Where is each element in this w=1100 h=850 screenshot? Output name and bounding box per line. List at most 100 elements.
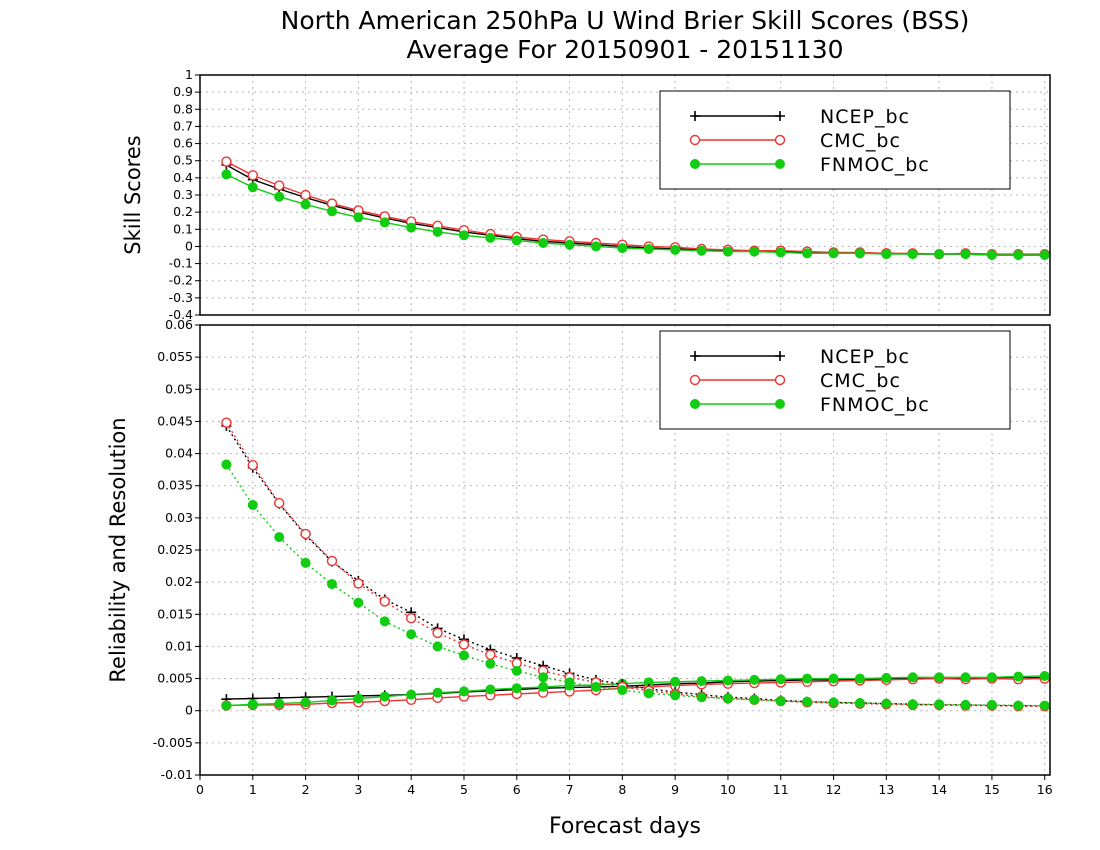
data-point xyxy=(670,244,681,255)
data-point xyxy=(749,674,760,685)
x-tick-label: 5 xyxy=(460,782,468,797)
data-point xyxy=(221,459,232,470)
data-point xyxy=(406,629,417,640)
data-point xyxy=(590,681,601,692)
chart-title-line1: North American 250hPa U Wind Brier Skill… xyxy=(281,6,970,35)
data-point xyxy=(353,578,364,589)
legend-marker xyxy=(690,351,700,361)
data-point xyxy=(986,250,997,260)
data-point xyxy=(326,555,338,567)
data-point xyxy=(590,241,601,252)
y-tick-label: -0.005 xyxy=(153,735,193,750)
plot-frame xyxy=(199,74,1051,316)
data-point xyxy=(274,191,285,202)
data-point xyxy=(538,681,549,692)
data-point xyxy=(854,698,865,708)
data-point xyxy=(485,649,496,660)
data-point xyxy=(749,246,760,257)
data-point xyxy=(643,688,654,699)
x-axis-label: Forecast days xyxy=(549,814,701,839)
data-point xyxy=(1013,700,1024,711)
data-point xyxy=(802,673,813,684)
x-tick-label: 1 xyxy=(249,782,257,797)
y-tick-label: 0.045 xyxy=(157,413,193,428)
legend-entry-CMC_bc: CMC_bc xyxy=(689,370,900,392)
data-point xyxy=(273,497,285,509)
data-point xyxy=(775,674,786,685)
x-tick-label: 3 xyxy=(354,782,362,797)
x-tick-label: 7 xyxy=(566,782,574,797)
data-point xyxy=(405,612,417,624)
data-point xyxy=(458,650,469,661)
data-point xyxy=(854,248,865,259)
data-point xyxy=(828,248,839,259)
y-tick-label: 0.3 xyxy=(173,187,193,202)
data-point xyxy=(986,672,997,683)
legend-marker xyxy=(775,351,785,361)
data-point xyxy=(458,686,469,697)
y-tick-label: 0.015 xyxy=(157,606,193,621)
data-point xyxy=(696,692,707,703)
legend-entry-FNMOC_bc: FNMOC_bc xyxy=(690,394,930,416)
x-tick-label: 11 xyxy=(773,782,789,797)
data-point xyxy=(406,689,417,700)
legend-marker xyxy=(690,399,700,409)
data-point xyxy=(432,641,443,652)
data-point xyxy=(538,238,549,248)
data-point xyxy=(749,694,760,705)
data-point xyxy=(326,579,337,590)
y-tick-label: 1 xyxy=(185,67,193,82)
y-tick-label: -0.2 xyxy=(169,273,193,288)
legend-entry-NCEP_bc: NCEP_bc xyxy=(690,346,909,368)
data-point xyxy=(274,532,285,543)
data-point xyxy=(1039,671,1050,681)
data-point xyxy=(221,169,232,180)
legend-label: FNMOC_bc xyxy=(820,394,930,416)
legend-label: FNMOC_bc xyxy=(820,154,930,176)
data-point xyxy=(828,697,839,708)
x-tick-label: 15 xyxy=(984,782,1000,797)
x-tick-label: 14 xyxy=(931,782,947,797)
legend-marker xyxy=(774,374,786,386)
data-point xyxy=(326,206,337,217)
series-FNMOC_bc-dotted xyxy=(221,459,1050,711)
data-point xyxy=(432,226,443,237)
y-axis-label: Reliability and Resolution xyxy=(106,417,130,682)
legend-marker xyxy=(689,134,701,146)
chart-title-line2: Average For 20150901 - 20151130 xyxy=(406,35,843,64)
legend-entry-CMC_bc: CMC_bc xyxy=(689,130,900,152)
y-tick-label: 0 xyxy=(185,703,193,718)
data-point xyxy=(960,249,971,260)
legend-marker xyxy=(689,374,701,386)
legend-label: NCEP_bc xyxy=(820,106,910,128)
data-point xyxy=(485,232,496,243)
y-axis-label: Skill Scores xyxy=(121,135,145,254)
data-point xyxy=(907,249,918,260)
data-point xyxy=(775,247,786,258)
x-tick-label: 4 xyxy=(407,782,415,797)
data-point xyxy=(907,699,918,710)
x-tick-label: 16 xyxy=(1037,782,1053,797)
data-point xyxy=(617,685,628,696)
data-point xyxy=(986,699,997,710)
y-tick-label: -0.3 xyxy=(169,290,193,305)
data-point xyxy=(511,665,522,676)
y-tick-label: 0.6 xyxy=(173,136,193,151)
x-tick-label: 6 xyxy=(513,782,521,797)
y-tick-label: 0.7 xyxy=(173,118,193,133)
data-point xyxy=(722,246,733,257)
y-tick-label: 0.05 xyxy=(165,381,193,396)
data-point xyxy=(881,698,892,709)
data-point xyxy=(802,248,813,259)
data-point xyxy=(221,417,232,428)
data-point xyxy=(1039,250,1050,260)
legend-marker xyxy=(775,159,785,169)
data-point xyxy=(485,684,496,695)
data-point xyxy=(379,217,390,228)
data-point xyxy=(379,596,390,607)
x-tick-label: 8 xyxy=(618,782,626,797)
data-point xyxy=(247,459,258,471)
y-tick-label: 0.03 xyxy=(165,510,193,525)
data-point xyxy=(353,693,364,704)
